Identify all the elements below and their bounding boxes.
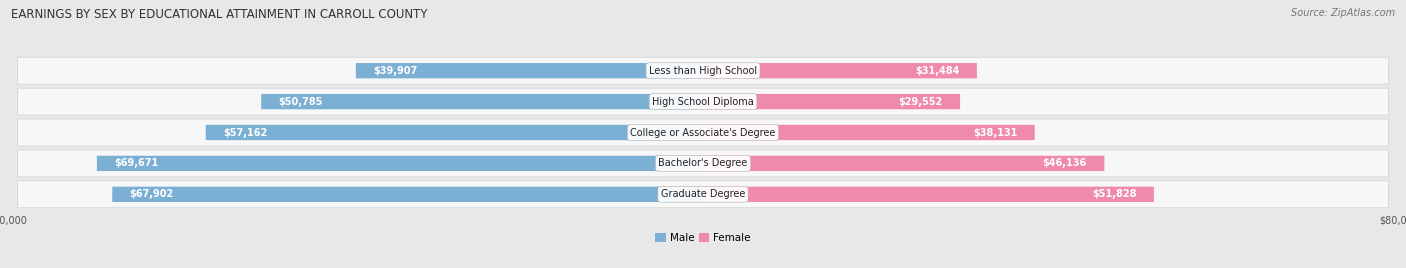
- Text: Bachelor's Degree: Bachelor's Degree: [658, 158, 748, 168]
- Text: $38,131: $38,131: [973, 128, 1018, 137]
- FancyBboxPatch shape: [17, 181, 1389, 208]
- FancyBboxPatch shape: [356, 63, 703, 78]
- FancyBboxPatch shape: [17, 150, 1389, 177]
- Text: Graduate Degree: Graduate Degree: [661, 189, 745, 199]
- Text: $29,552: $29,552: [898, 96, 942, 107]
- FancyBboxPatch shape: [703, 94, 960, 109]
- FancyBboxPatch shape: [97, 156, 703, 171]
- Text: $69,671: $69,671: [114, 158, 159, 168]
- FancyBboxPatch shape: [17, 88, 1389, 115]
- Text: $31,484: $31,484: [915, 66, 959, 76]
- FancyBboxPatch shape: [17, 119, 1389, 146]
- Text: $67,902: $67,902: [129, 189, 174, 199]
- FancyBboxPatch shape: [703, 187, 1154, 202]
- FancyBboxPatch shape: [703, 156, 1104, 171]
- Text: College or Associate's Degree: College or Associate's Degree: [630, 128, 776, 137]
- Text: $57,162: $57,162: [224, 128, 267, 137]
- Text: $50,785: $50,785: [278, 96, 323, 107]
- Text: Source: ZipAtlas.com: Source: ZipAtlas.com: [1291, 8, 1395, 18]
- Text: EARNINGS BY SEX BY EDUCATIONAL ATTAINMENT IN CARROLL COUNTY: EARNINGS BY SEX BY EDUCATIONAL ATTAINMEN…: [11, 8, 427, 21]
- Text: $51,828: $51,828: [1092, 189, 1136, 199]
- FancyBboxPatch shape: [262, 94, 703, 109]
- Legend: Male, Female: Male, Female: [651, 228, 755, 247]
- FancyBboxPatch shape: [703, 125, 1035, 140]
- FancyBboxPatch shape: [205, 125, 703, 140]
- Text: $39,907: $39,907: [373, 66, 418, 76]
- FancyBboxPatch shape: [703, 63, 977, 78]
- Text: Less than High School: Less than High School: [650, 66, 756, 76]
- Text: $46,136: $46,136: [1043, 158, 1087, 168]
- Text: High School Diploma: High School Diploma: [652, 96, 754, 107]
- FancyBboxPatch shape: [17, 57, 1389, 84]
- FancyBboxPatch shape: [112, 187, 703, 202]
